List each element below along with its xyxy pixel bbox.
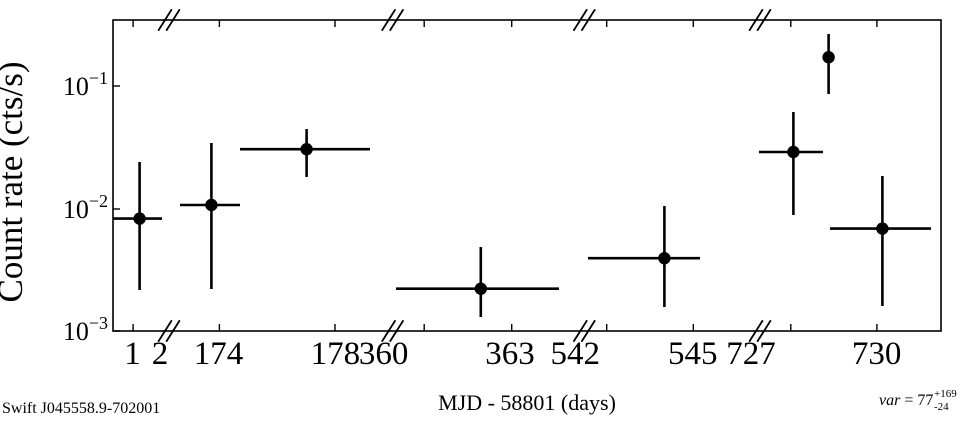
svg-text:Count rate (cts/s): Count rate (cts/s) bbox=[0, 61, 30, 302]
svg-text:-24: -24 bbox=[934, 401, 949, 413]
svg-text:360: 360 bbox=[359, 336, 409, 372]
svg-text:178: 178 bbox=[311, 336, 361, 372]
svg-text:+169: +169 bbox=[934, 388, 957, 400]
svg-text:MJD - 58801 (days): MJD - 58801 (days) bbox=[438, 390, 616, 415]
svg-text:363: 363 bbox=[485, 336, 535, 372]
svg-text:174: 174 bbox=[194, 336, 244, 372]
svg-text:727: 727 bbox=[726, 336, 776, 372]
svg-text:545: 545 bbox=[668, 336, 718, 372]
svg-text:1: 1 bbox=[124, 336, 141, 372]
svg-text:Swift J045558.9-702001: Swift J045558.9-702001 bbox=[2, 400, 160, 417]
svg-text:730: 730 bbox=[852, 336, 902, 372]
svg-text:2: 2 bbox=[152, 336, 169, 372]
svg-text:var = 77: var = 77 bbox=[879, 392, 933, 409]
svg-text:542: 542 bbox=[551, 336, 601, 372]
